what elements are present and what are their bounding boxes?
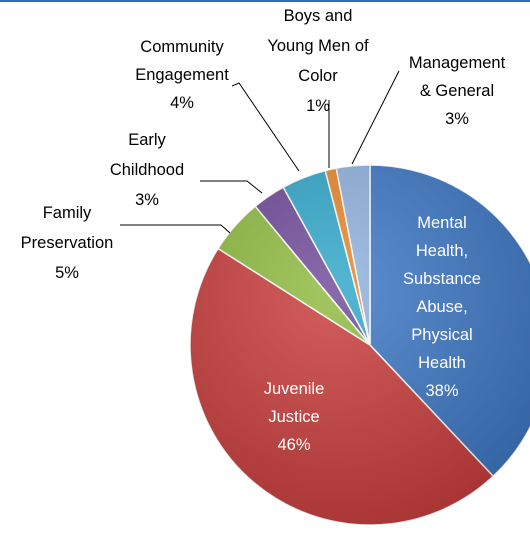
- slice-label-line-0: Health: [418, 354, 466, 372]
- slice-label-line-4: Community: [140, 38, 224, 56]
- slice-label-line-6: & General: [420, 82, 494, 100]
- slice-label-4: Community Engagement 4%: [135, 38, 229, 112]
- slice-value-0: 38%: [425, 382, 458, 400]
- slice-label-line-0: Health,: [416, 242, 468, 260]
- slice-label-line-0: Abuse,: [416, 298, 467, 316]
- leader-line-4: [231, 82, 300, 172]
- slice-label-line-3: Early: [128, 131, 166, 149]
- slice-label-line-2: Preservation: [21, 234, 114, 252]
- leader-line-2: [120, 224, 231, 234]
- slice-label-line-4: Engagement: [135, 66, 229, 84]
- slice-label-line-0: Physical: [411, 326, 472, 344]
- slice-label-1: Juvenile Justice 46%: [264, 380, 325, 454]
- leader-line-6: [351, 70, 400, 165]
- slice-value-6: 3%: [445, 110, 469, 128]
- slice-label-line-1: Juvenile: [264, 380, 325, 398]
- slice-value-2: 5%: [55, 264, 79, 282]
- slice-label-line-6: Management: [409, 54, 506, 72]
- slice-value-4: 4%: [170, 94, 194, 112]
- slice-value-5: 1%: [306, 97, 330, 115]
- slice-value-1: 46%: [277, 436, 310, 454]
- slice-label-line-0: Substance: [403, 270, 481, 288]
- leader-line-3: [200, 180, 263, 194]
- slice-label-line-3: Childhood: [110, 161, 184, 179]
- slice-label-0: Mental Health, Substance Abuse, Physical Heal…: [403, 214, 481, 400]
- slice-label-line-5: Color: [298, 67, 338, 85]
- slice-label-3: Early Childhood 3%: [110, 131, 184, 209]
- slice-value-3: 3%: [135, 191, 159, 209]
- slice-label-line-5: Young Men of: [267, 37, 369, 55]
- slice-label-line-2: Family: [43, 204, 92, 222]
- slice-label-line-1: Justice: [268, 408, 319, 426]
- slice-label-5: Boys and Young Men of Color 1%: [267, 7, 369, 115]
- slice-label-2: Family Preservation 5%: [21, 204, 114, 282]
- slice-label-6: Management & General 3%: [409, 54, 506, 128]
- slice-label-line-0: Mental: [417, 214, 467, 232]
- slice-label-line-5: Boys and: [284, 7, 353, 25]
- top-border: [0, 0, 530, 2]
